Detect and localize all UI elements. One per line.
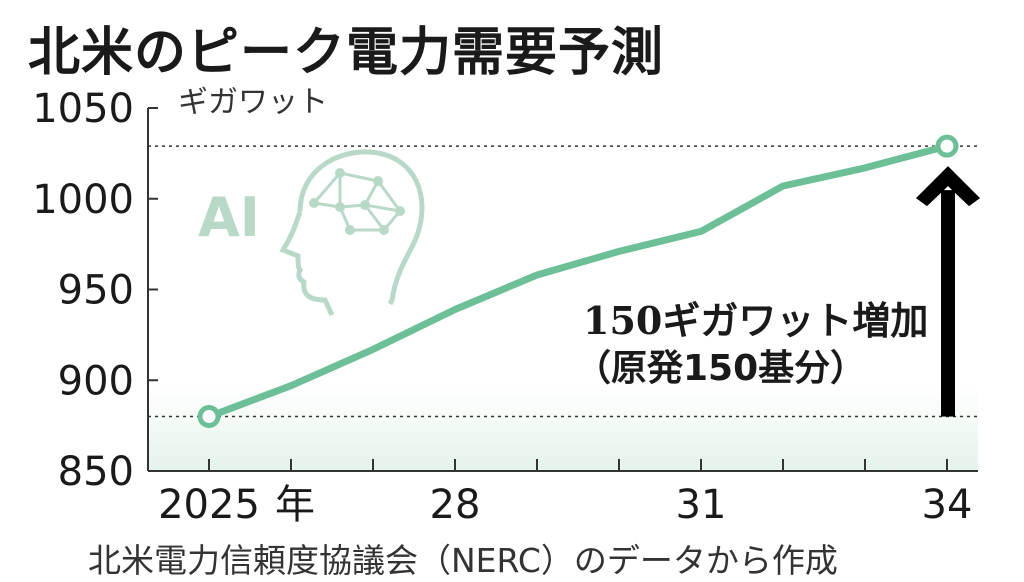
y-tick-label-850: 850 (58, 449, 134, 495)
chart-title: 北米のピーク電力需要予測 (28, 23, 665, 83)
y-tick-label-1050: 1050 (32, 86, 134, 132)
source-note: 北米電力信頼度協議会（NERC）のデータから作成 (88, 541, 838, 580)
data-point-2034 (935, 134, 959, 158)
y-tick-label-900: 900 (58, 358, 134, 404)
head-with-network-icon (279, 149, 425, 317)
x-tick-label-2031: 31 (676, 482, 727, 528)
x-tick-label-2034: 34 (922, 482, 973, 528)
series-line (205, 142, 951, 421)
upper-area (148, 146, 978, 417)
x-tick-label-2028: 28 (430, 482, 481, 528)
arrow-shaft (941, 190, 955, 417)
x-tick-suffix: 年 (275, 482, 315, 528)
data-point-2025 (197, 405, 221, 429)
annotation-line-1: 150ギガワット増加 (583, 298, 928, 343)
ai-label: AI (198, 186, 260, 249)
y-tick-label-1000: 1000 (32, 177, 134, 223)
lower-band (148, 386, 978, 471)
y-tick-label-950: 950 (58, 268, 134, 314)
annotation-line-2: （原発150基分） (575, 348, 866, 389)
arrow-head (916, 166, 980, 207)
y-axis-unit-label: ギガワット (178, 85, 328, 120)
x-tick-label-2025: 2025 (158, 482, 260, 528)
